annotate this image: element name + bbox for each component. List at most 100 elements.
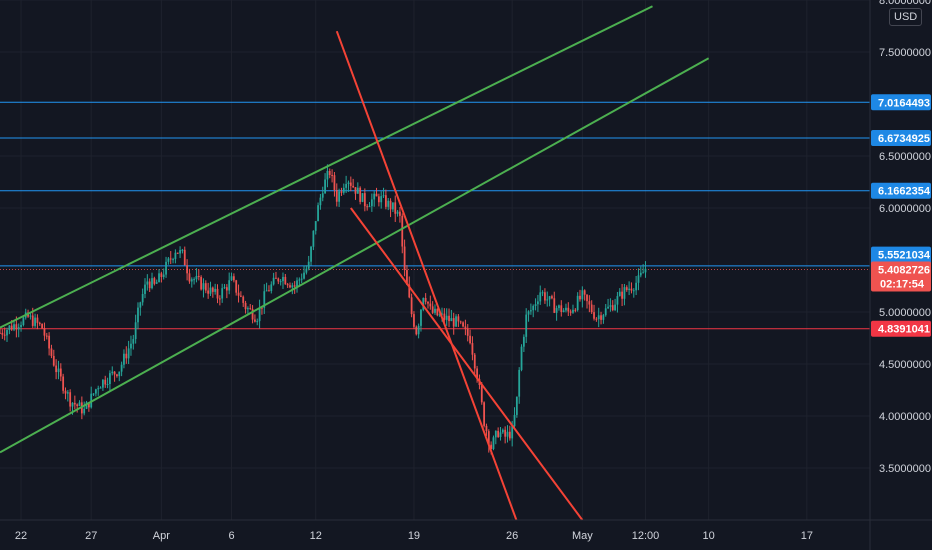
trendline-descending-lower	[350, 207, 584, 521]
candle-body	[83, 408, 86, 414]
candle-body	[410, 297, 413, 315]
candle-body	[480, 384, 483, 403]
candle-body	[361, 193, 364, 202]
candle-body	[427, 301, 429, 304]
time-tick-label: May	[572, 530, 593, 542]
candle-body	[90, 393, 93, 408]
candle-body	[211, 287, 214, 292]
candle-body	[639, 272, 642, 276]
candle-body	[64, 390, 67, 394]
candle-body	[553, 298, 556, 313]
candle-body	[590, 304, 593, 313]
price-level-lines	[0, 101, 870, 330]
level-tag-bg	[871, 320, 931, 337]
candle-body	[221, 288, 224, 299]
candle-body	[181, 249, 184, 251]
candle-body	[165, 261, 167, 275]
time-tick-label: 26	[506, 530, 518, 542]
candle-body	[244, 302, 247, 310]
candle-body	[43, 328, 46, 336]
candle-body	[352, 185, 355, 188]
candle-body	[15, 324, 18, 330]
candle-body	[574, 309, 577, 311]
time-tick-label: 27	[85, 530, 97, 542]
candle-body	[642, 272, 645, 274]
candle-body	[111, 371, 114, 374]
candle-body	[630, 288, 633, 291]
candle-body	[195, 275, 198, 280]
level-tag-label: 6.6734925	[878, 133, 930, 145]
candle-body	[183, 249, 186, 266]
candle-body	[125, 353, 128, 359]
candle-body	[218, 298, 221, 300]
candle-body	[139, 302, 142, 308]
time-axis[interactable]: 22 27 Apr 6 12 19 26 May 12:00 10 17	[0, 519, 932, 542]
candle-body	[73, 402, 76, 405]
candle-body	[282, 276, 284, 282]
candle-body	[499, 432, 502, 437]
candle-body	[448, 315, 450, 322]
candle-body	[237, 292, 240, 296]
candle-body	[209, 287, 212, 294]
candle-body	[251, 309, 254, 320]
candle-body	[55, 365, 58, 373]
last-price-tag-bg	[871, 261, 931, 292]
candle-body	[522, 336, 525, 347]
candle-body	[602, 315, 605, 320]
candle-body	[616, 296, 619, 305]
candle-body	[340, 191, 343, 193]
candle-body	[66, 392, 69, 394]
price-axis[interactable]: 8.0000000 7.5000000 6.5000000 6.0000000 5.00…	[869, 0, 931, 550]
candle-body	[380, 196, 383, 203]
candle-body	[239, 295, 242, 297]
candle-body	[249, 308, 252, 310]
candle-body	[8, 325, 11, 331]
candle-body	[48, 335, 51, 349]
candle-body	[527, 311, 530, 315]
candle-body	[422, 298, 425, 310]
candle-body	[284, 276, 287, 285]
candle-body	[167, 258, 170, 262]
candle-body	[169, 258, 172, 260]
candle-body	[562, 310, 565, 313]
candle-body	[71, 402, 74, 407]
trendline-channel-lower	[0, 57, 710, 454]
candle-body	[572, 309, 574, 313]
level-tag-bg	[871, 94, 931, 111]
candle-body	[494, 430, 497, 438]
candle-body	[254, 319, 256, 322]
candle-body	[305, 268, 308, 273]
currency-badge[interactable]: USD	[889, 8, 923, 26]
candle-body	[225, 287, 228, 291]
candle-body	[548, 296, 551, 300]
candle-body	[403, 246, 406, 271]
candle-body	[504, 429, 507, 437]
candle-body	[359, 187, 362, 202]
candle-body	[289, 285, 291, 288]
candle-body	[579, 295, 581, 300]
candle-body	[644, 268, 647, 273]
candle-body	[20, 324, 22, 328]
candle-body	[216, 288, 219, 299]
candle-body	[118, 371, 121, 377]
price-tick-label: 7.5000000	[879, 47, 931, 59]
candle-body	[193, 279, 196, 281]
candle-body	[127, 348, 130, 359]
candle-body	[38, 322, 41, 324]
candle-body	[321, 193, 324, 198]
candle-body	[31, 315, 34, 326]
time-tick-label: 12:00	[632, 530, 660, 542]
candle-body	[155, 282, 158, 284]
candle-body	[41, 323, 43, 329]
candle-body	[637, 275, 640, 283]
candle-body	[116, 374, 118, 377]
candle-body	[609, 305, 612, 307]
price-tags: 7.01644936.67349256.16623545.44396744.83…	[871, 94, 931, 337]
candle-body	[511, 426, 514, 439]
candle-body	[424, 298, 427, 302]
price-tick-label: 6.5000000	[879, 151, 931, 163]
candle-body	[525, 314, 528, 337]
candle-body	[546, 299, 549, 301]
